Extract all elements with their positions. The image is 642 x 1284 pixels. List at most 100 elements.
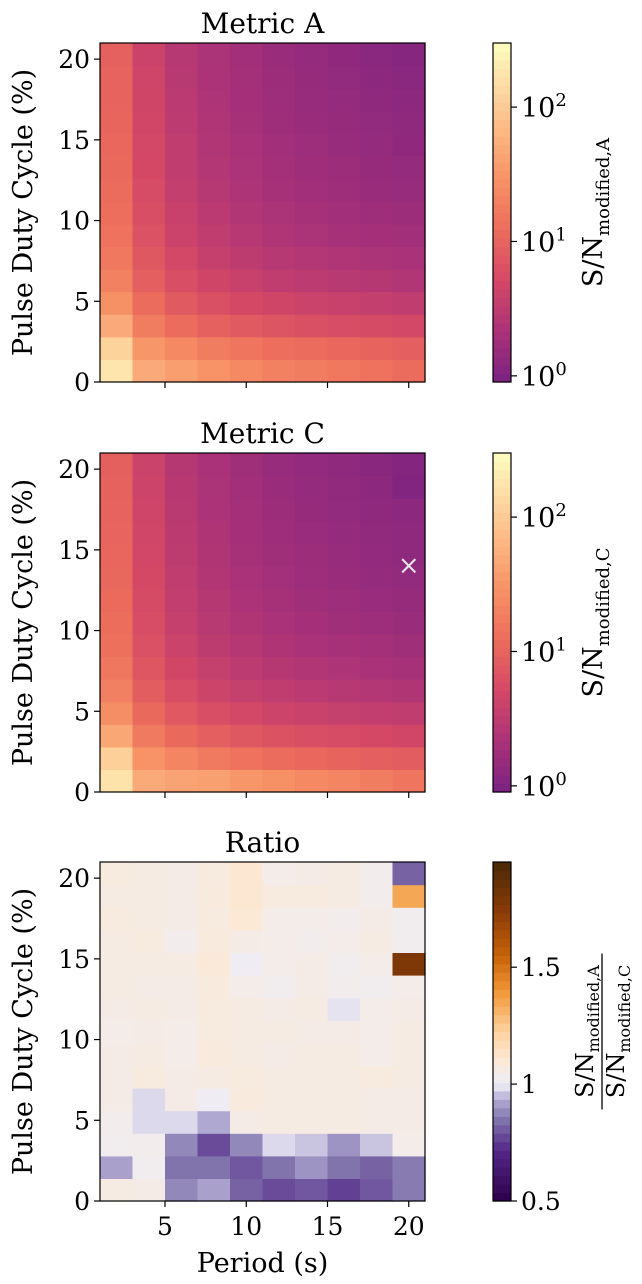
colorbar-swatch (493, 102, 511, 112)
heatmap-cell (327, 1065, 361, 1089)
heatmap-cell (165, 633, 199, 657)
colorbar-swatch (493, 512, 511, 522)
heatmap-cell (262, 588, 296, 612)
heatmap-cell (295, 1042, 329, 1066)
y-tick-label: 10 (58, 207, 90, 236)
heatmap-cell (230, 453, 264, 477)
heatmap-cell (100, 359, 134, 383)
heatmap-cell (262, 952, 296, 976)
heatmap-cell (100, 223, 134, 247)
heatmap-cell (295, 724, 329, 748)
heatmap-cell (197, 862, 231, 886)
heatmap-cell (262, 656, 296, 680)
colorbar-tick-label: 102 (521, 90, 567, 124)
heatmap-cell (197, 769, 231, 793)
heatmap-cell (392, 862, 426, 886)
heatmap-cell (295, 110, 329, 134)
colorbar-swatch (493, 1023, 511, 1033)
heatmap-cell (295, 201, 329, 225)
heatmap-cell (197, 520, 231, 544)
heatmap-cell (165, 1042, 199, 1066)
colorbar-swatch (493, 1107, 511, 1117)
heatmap-cell (165, 336, 199, 360)
y-tick-label: 20 (58, 45, 90, 74)
colorbar-swatch (493, 1099, 511, 1109)
colorbar-swatch (493, 732, 511, 742)
heatmap-cell (230, 997, 264, 1021)
heatmap-cell (327, 223, 361, 247)
heatmap-cell (360, 746, 394, 770)
heatmap-cell (230, 133, 264, 157)
colorbar-swatch (493, 622, 511, 632)
colorbar-swatch (493, 921, 511, 931)
heatmap-cell (295, 1133, 329, 1157)
heatmap-cell (230, 359, 264, 383)
heatmap-cell (165, 291, 199, 315)
heatmap-cell (132, 611, 166, 635)
heatmap-cell (262, 1088, 296, 1112)
heatmap-cell (360, 907, 394, 931)
colorbar-swatch (493, 76, 511, 86)
heatmap-cell (165, 656, 199, 680)
heatmap-cell (230, 1088, 264, 1112)
heatmap-cell (132, 656, 166, 680)
heatmap-cell (327, 291, 361, 315)
heatmap-cell (100, 952, 134, 976)
heatmap-cell (327, 156, 361, 180)
heatmap-cell (262, 178, 296, 202)
axes-frame (99, 452, 426, 793)
colorbar-swatch (493, 119, 511, 129)
colorbar-swatch (493, 348, 511, 358)
heatmap-cell (360, 65, 394, 89)
colorbar-swatch (493, 963, 511, 973)
heatmap-cell (230, 656, 264, 680)
heatmap-cell (197, 1110, 231, 1134)
heatmap-cell (360, 201, 394, 225)
heatmap-cell (295, 1178, 329, 1202)
heatmap-cell (392, 65, 426, 89)
heatmap-cell (327, 656, 361, 680)
colorbar-swatch (493, 895, 511, 905)
heatmap-cell (132, 633, 166, 657)
heatmap-cell (262, 110, 296, 134)
heatmap-cell (165, 475, 199, 499)
colorbar-swatch (493, 580, 511, 590)
heatmap-cell (230, 611, 264, 635)
colorbar-swatch (493, 503, 511, 513)
colorbar-swatch (493, 1124, 511, 1134)
colorbar-swatch (493, 237, 511, 247)
heatmap-cell (360, 1133, 394, 1157)
heatmap-cell (230, 1042, 264, 1066)
heatmap-cell (230, 633, 264, 657)
heatmap-cell (132, 201, 166, 225)
heatmap-cell (327, 43, 361, 67)
heatmap-cell (360, 475, 394, 499)
heatmap-cell (392, 201, 426, 225)
heatmap-cell (165, 223, 199, 247)
heatmap-cell (230, 884, 264, 908)
heatmap-cell (262, 701, 296, 725)
heatmap-cell (197, 975, 231, 999)
heatmap-cell (197, 1088, 231, 1112)
heatmap-cell (132, 588, 166, 612)
heatmap-cell (132, 724, 166, 748)
colorbar-swatch (493, 681, 511, 691)
heatmap-cell (327, 862, 361, 886)
heatmap-cell (392, 178, 426, 202)
heatmap-cell (327, 1133, 361, 1157)
heatmap-cell (197, 156, 231, 180)
heatmap-cell (262, 769, 296, 793)
heatmap-cell (360, 543, 394, 567)
colorbar-swatch (493, 1167, 511, 1177)
heatmap-cell (165, 156, 199, 180)
heatmap-cell (392, 746, 426, 770)
y-tick-label: 10 (58, 617, 90, 646)
heatmap-cell (100, 453, 134, 477)
heatmap-cell (230, 543, 264, 567)
colorbar-swatch (493, 955, 511, 965)
heatmap-cell (230, 291, 264, 315)
heatmap-cell (100, 201, 134, 225)
heatmap-cell (197, 929, 231, 953)
heatmap-cell (132, 1155, 166, 1179)
